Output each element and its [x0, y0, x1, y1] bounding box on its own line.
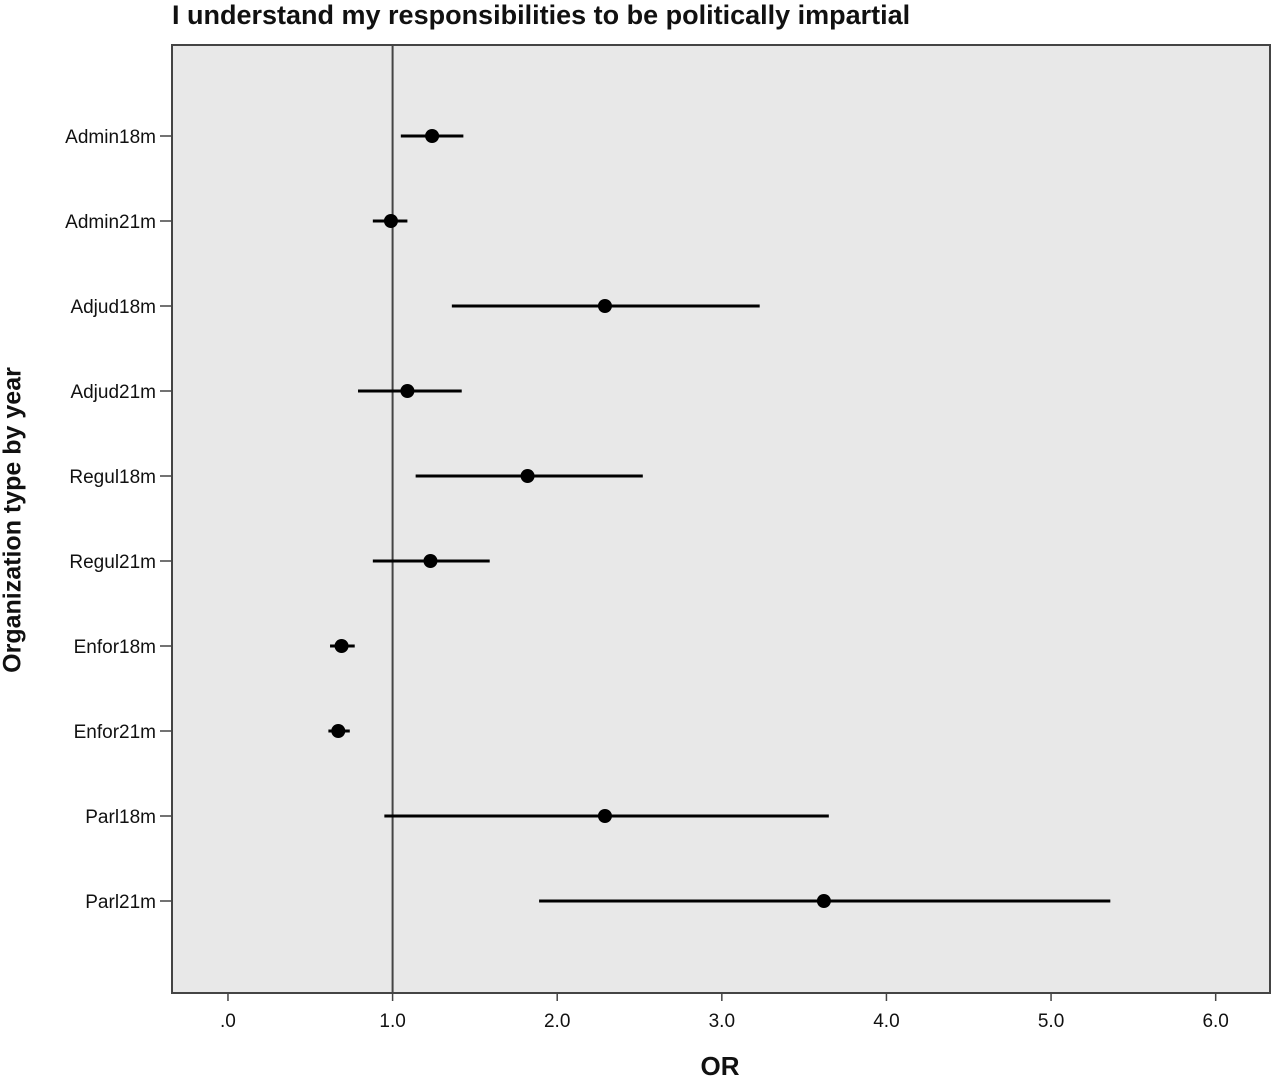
y-tick-label: Enfor21m	[74, 722, 156, 743]
y-tick-label: Parl18m	[85, 807, 156, 828]
point-estimate	[423, 554, 438, 568]
y-tick-label: Adjud21m	[70, 382, 156, 403]
y-tick-label: Parl21m	[85, 892, 156, 913]
x-tick-label: 2.0	[544, 1011, 570, 1032]
point-estimate	[383, 214, 398, 228]
point-estimate	[425, 129, 440, 143]
point-estimate	[520, 469, 535, 483]
y-tick-label: Admin18m	[65, 127, 156, 148]
chart-title: I understand my responsibilities to be p…	[172, 0, 910, 30]
x-tick-label: 5.0	[1038, 1011, 1064, 1032]
x-tick-label: 6.0	[1202, 1011, 1228, 1032]
y-tick-label: Regul18m	[69, 467, 156, 488]
y-tick-label: Adjud18m	[70, 297, 156, 318]
point-estimate	[400, 384, 415, 398]
plot-area	[171, 44, 1271, 994]
y-tick-label: Regul21m	[69, 552, 156, 573]
point-estimate	[334, 639, 349, 653]
x-tick-label: 3.0	[709, 1011, 735, 1032]
x-tick-label: 1.0	[379, 1011, 405, 1032]
point-estimate	[597, 809, 612, 823]
x-tick-label: 4.0	[873, 1011, 899, 1032]
point-estimate	[331, 724, 346, 738]
x-tick-label: .0	[220, 1011, 236, 1032]
point-estimate	[597, 299, 612, 313]
y-axis-label: Organization type by year	[0, 367, 27, 673]
point-estimate	[816, 894, 831, 908]
y-tick-label: Enfor18m	[74, 637, 156, 658]
y-tick-label: Admin21m	[65, 212, 156, 233]
x-axis-label: OR	[701, 1051, 740, 1081]
